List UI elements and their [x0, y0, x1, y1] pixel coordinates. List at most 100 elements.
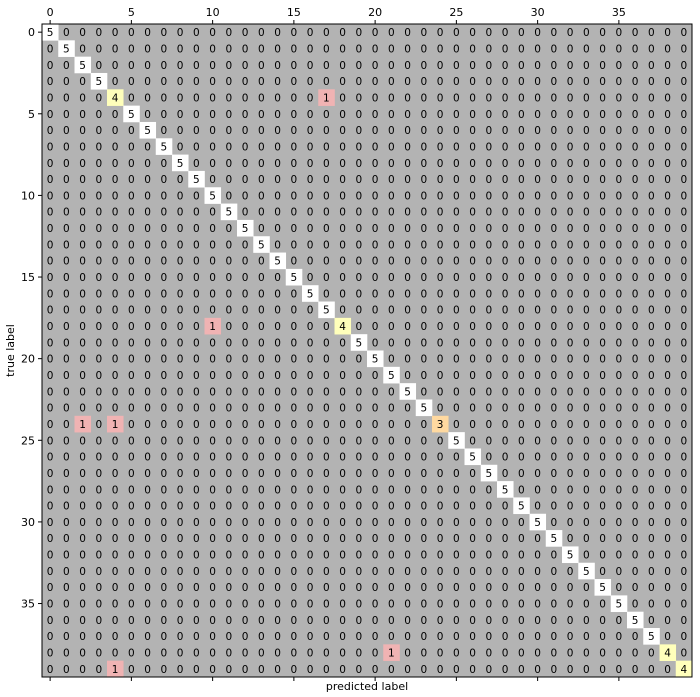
cell-value-label: 0 — [681, 468, 688, 480]
cell-value-label: 0 — [616, 550, 623, 562]
cell-value-label: 0 — [518, 239, 525, 251]
cell-value-label: 0 — [388, 582, 395, 594]
cell-value-label: 0 — [616, 207, 623, 219]
cell-value-label: 0 — [209, 566, 216, 578]
cell-value-label: 0 — [469, 272, 476, 284]
cell-value-label: 0 — [534, 92, 541, 104]
cell-value-label: 0 — [258, 158, 265, 170]
cell-value-label: 0 — [583, 125, 590, 137]
cell-value-label: 0 — [96, 125, 103, 137]
cell-value-label: 0 — [258, 484, 265, 496]
cell-value-label: 0 — [437, 484, 444, 496]
cell-value-label: 0 — [534, 484, 541, 496]
cell-value-label: 0 — [96, 60, 103, 72]
cell-value-label: 0 — [242, 141, 249, 153]
cell-value-label: 0 — [193, 321, 200, 333]
cell-value-label: 0 — [79, 550, 86, 562]
cell-value-label: 4 — [339, 321, 346, 333]
cell-value-label: 0 — [469, 256, 476, 268]
cell-value-label: 0 — [453, 239, 460, 251]
cell-value-label: 0 — [96, 370, 103, 382]
cell-value-label: 0 — [79, 174, 86, 186]
cell-value-label: 0 — [388, 92, 395, 104]
cell-value-label: 0 — [356, 207, 363, 219]
cell-value-label: 0 — [421, 484, 428, 496]
cell-value-label: 0 — [144, 370, 151, 382]
cell-value-label: 0 — [339, 43, 346, 55]
cell-value-label: 0 — [291, 403, 298, 415]
cell-value-label: 0 — [534, 648, 541, 660]
cell-value-label: 0 — [648, 27, 655, 39]
cell-value-label: 0 — [307, 76, 314, 88]
cell-value-label: 0 — [469, 305, 476, 317]
cell-value-label: 1 — [209, 321, 216, 333]
cell-value-label: 0 — [681, 92, 688, 104]
cell-value-label: 0 — [437, 354, 444, 366]
cell-value-label: 0 — [339, 125, 346, 137]
cell-value-label: 0 — [161, 566, 168, 578]
cell-value-label: 0 — [404, 321, 411, 333]
cell-value-label: 0 — [307, 337, 314, 349]
cell-value-label: 0 — [664, 615, 671, 627]
cell-value-label: 0 — [502, 599, 509, 611]
cell-value-label: 0 — [567, 239, 574, 251]
cell-value-label: 0 — [469, 468, 476, 480]
cell-value-label: 0 — [63, 664, 70, 676]
cell-value-label: 0 — [469, 533, 476, 545]
cell-value-label: 0 — [616, 27, 623, 39]
cell-value-label: 0 — [291, 256, 298, 268]
cell-value-label: 0 — [437, 386, 444, 398]
cell-value-label: 0 — [486, 223, 493, 235]
cell-value-label: 0 — [469, 288, 476, 300]
y-tick-label: 10 — [21, 189, 35, 202]
cell-value-label: 0 — [518, 60, 525, 72]
cell-value-label: 0 — [648, 288, 655, 300]
cell-value-label: 0 — [193, 92, 200, 104]
cell-value-label: 0 — [193, 468, 200, 480]
cell-value-label: 0 — [421, 321, 428, 333]
cell-value-label: 0 — [209, 125, 216, 137]
cell-value-label: 0 — [161, 256, 168, 268]
cell-value-label: 0 — [372, 517, 379, 529]
cell-value-label: 0 — [388, 468, 395, 480]
cell-value-label: 0 — [209, 76, 216, 88]
cell-value-label: 0 — [551, 452, 558, 464]
cell-value-label: 1 — [112, 419, 119, 431]
cell-value-label: 0 — [551, 566, 558, 578]
cell-value-label: 0 — [112, 256, 119, 268]
cell-value-label: 0 — [567, 501, 574, 513]
cell-value-label: 0 — [63, 370, 70, 382]
cell-value-label: 0 — [47, 125, 54, 137]
cell-value-label: 0 — [47, 207, 54, 219]
cell-value-label: 0 — [63, 631, 70, 643]
cell-value-label: 0 — [307, 223, 314, 235]
cell-value-label: 0 — [307, 550, 314, 562]
cell-value-label: 0 — [453, 419, 460, 431]
matrix-cells — [42, 24, 693, 678]
cell-value-label: 0 — [664, 386, 671, 398]
cell-value-label: 0 — [583, 648, 590, 660]
cell-value-label: 0 — [128, 566, 135, 578]
cell-value-label: 0 — [502, 174, 509, 186]
cell-value-label: 0 — [307, 599, 314, 611]
cell-value-label: 0 — [437, 60, 444, 72]
cell-value-label: 0 — [356, 141, 363, 153]
cell-value-label: 0 — [161, 27, 168, 39]
cell-value-label: 0 — [274, 452, 281, 464]
cell-value-label: 1 — [112, 664, 119, 676]
cell-value-label: 0 — [502, 272, 509, 284]
cell-value-label: 0 — [177, 648, 184, 660]
cell-value-label: 0 — [128, 141, 135, 153]
cell-value-label: 0 — [291, 190, 298, 202]
cell-value-label: 0 — [664, 354, 671, 366]
cell-value-label: 0 — [437, 125, 444, 137]
cell-value-label: 0 — [681, 337, 688, 349]
cell-value-label: 0 — [486, 550, 493, 562]
cell-value-label: 0 — [388, 484, 395, 496]
cell-value-label: 0 — [323, 484, 330, 496]
cell-value-label: 0 — [226, 76, 233, 88]
cell-value-label: 0 — [664, 337, 671, 349]
cell-value-label: 0 — [437, 435, 444, 447]
cell-value-label: 0 — [274, 435, 281, 447]
cell-value-label: 0 — [193, 27, 200, 39]
